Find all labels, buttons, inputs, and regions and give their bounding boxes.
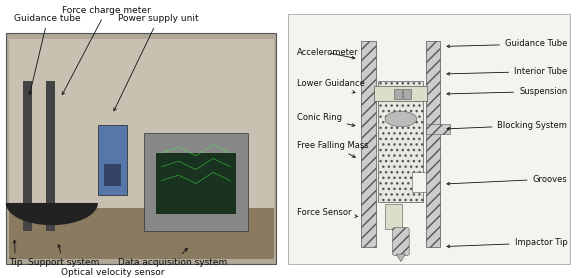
Text: Lower Guidance: Lower Guidance (297, 80, 365, 93)
Text: Suspension: Suspension (447, 87, 567, 96)
Text: Grooves: Grooves (447, 175, 567, 185)
Bar (9, 208, 274, 259)
FancyBboxPatch shape (393, 228, 409, 255)
Bar (361, 41, 376, 247)
Bar (6, 33, 276, 264)
Bar (403, 89, 411, 99)
Bar (288, 14, 570, 264)
Bar (385, 204, 402, 229)
Text: Data acquisition system: Data acquisition system (118, 248, 228, 267)
Bar (426, 124, 450, 134)
Text: Guidance tube: Guidance tube (14, 14, 81, 94)
Bar (98, 125, 127, 195)
Text: Free Falling Mass: Free Falling Mass (297, 141, 368, 157)
Bar (144, 133, 248, 231)
Text: Guidance Tube: Guidance Tube (447, 39, 567, 48)
Bar (156, 153, 236, 214)
Text: Blocking System: Blocking System (447, 121, 567, 130)
Bar (394, 89, 402, 99)
Bar (23, 81, 32, 231)
Text: Interior Tube: Interior Tube (447, 67, 567, 76)
Bar (374, 86, 427, 101)
Polygon shape (396, 254, 406, 262)
Bar (156, 153, 236, 214)
Text: Support system: Support system (28, 245, 99, 267)
Bar (378, 81, 423, 202)
Text: Force Sensor: Force Sensor (297, 208, 358, 218)
Text: Tip: Tip (9, 240, 22, 267)
Text: Optical velocity sensor: Optical velocity sensor (60, 268, 164, 277)
Bar (426, 41, 441, 247)
Text: Accelerometer: Accelerometer (297, 48, 358, 59)
Text: Power supply unit: Power supply unit (114, 14, 199, 111)
Bar (104, 164, 121, 186)
Bar (46, 81, 55, 231)
Wedge shape (6, 203, 98, 225)
Text: Impactor Tip: Impactor Tip (447, 238, 567, 248)
Bar (412, 172, 426, 192)
Text: Force charge meter: Force charge meter (62, 6, 151, 95)
Bar (9, 39, 274, 259)
Wedge shape (385, 111, 416, 126)
Text: Conic Ring: Conic Ring (297, 113, 355, 126)
